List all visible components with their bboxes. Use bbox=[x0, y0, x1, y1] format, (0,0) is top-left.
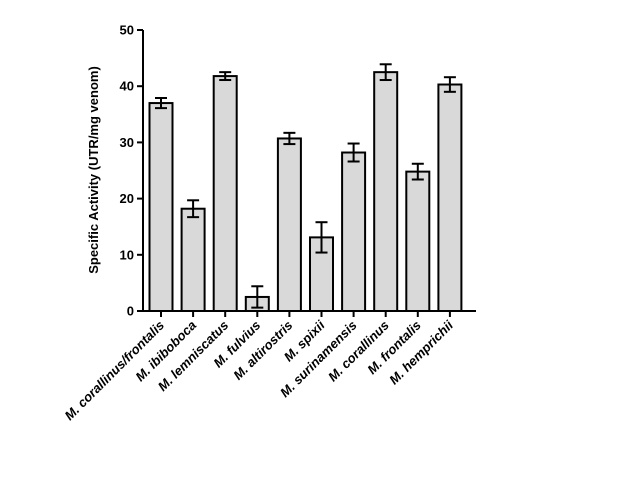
y-tick-label: 10 bbox=[120, 247, 134, 262]
y-tick-label: 20 bbox=[120, 191, 134, 206]
bar bbox=[405, 170, 431, 312]
y-tick-label: 50 bbox=[120, 23, 134, 38]
bars-group bbox=[148, 71, 463, 313]
bar bbox=[341, 151, 367, 312]
y-tick-label: 40 bbox=[120, 79, 134, 94]
error-bars-group bbox=[155, 63, 456, 309]
y-tick-label: 30 bbox=[120, 135, 134, 150]
bar bbox=[148, 102, 174, 312]
bar bbox=[180, 207, 206, 312]
y-tick-label: 0 bbox=[127, 304, 134, 319]
bar bbox=[212, 75, 238, 312]
bar bbox=[373, 71, 399, 313]
bar bbox=[276, 137, 302, 312]
bar bbox=[437, 83, 463, 312]
y-axis-label: Specific Activity (UTR/mg venom) bbox=[86, 66, 101, 274]
y-ticks-group: 0 10 20 30 40 50 bbox=[120, 23, 143, 319]
